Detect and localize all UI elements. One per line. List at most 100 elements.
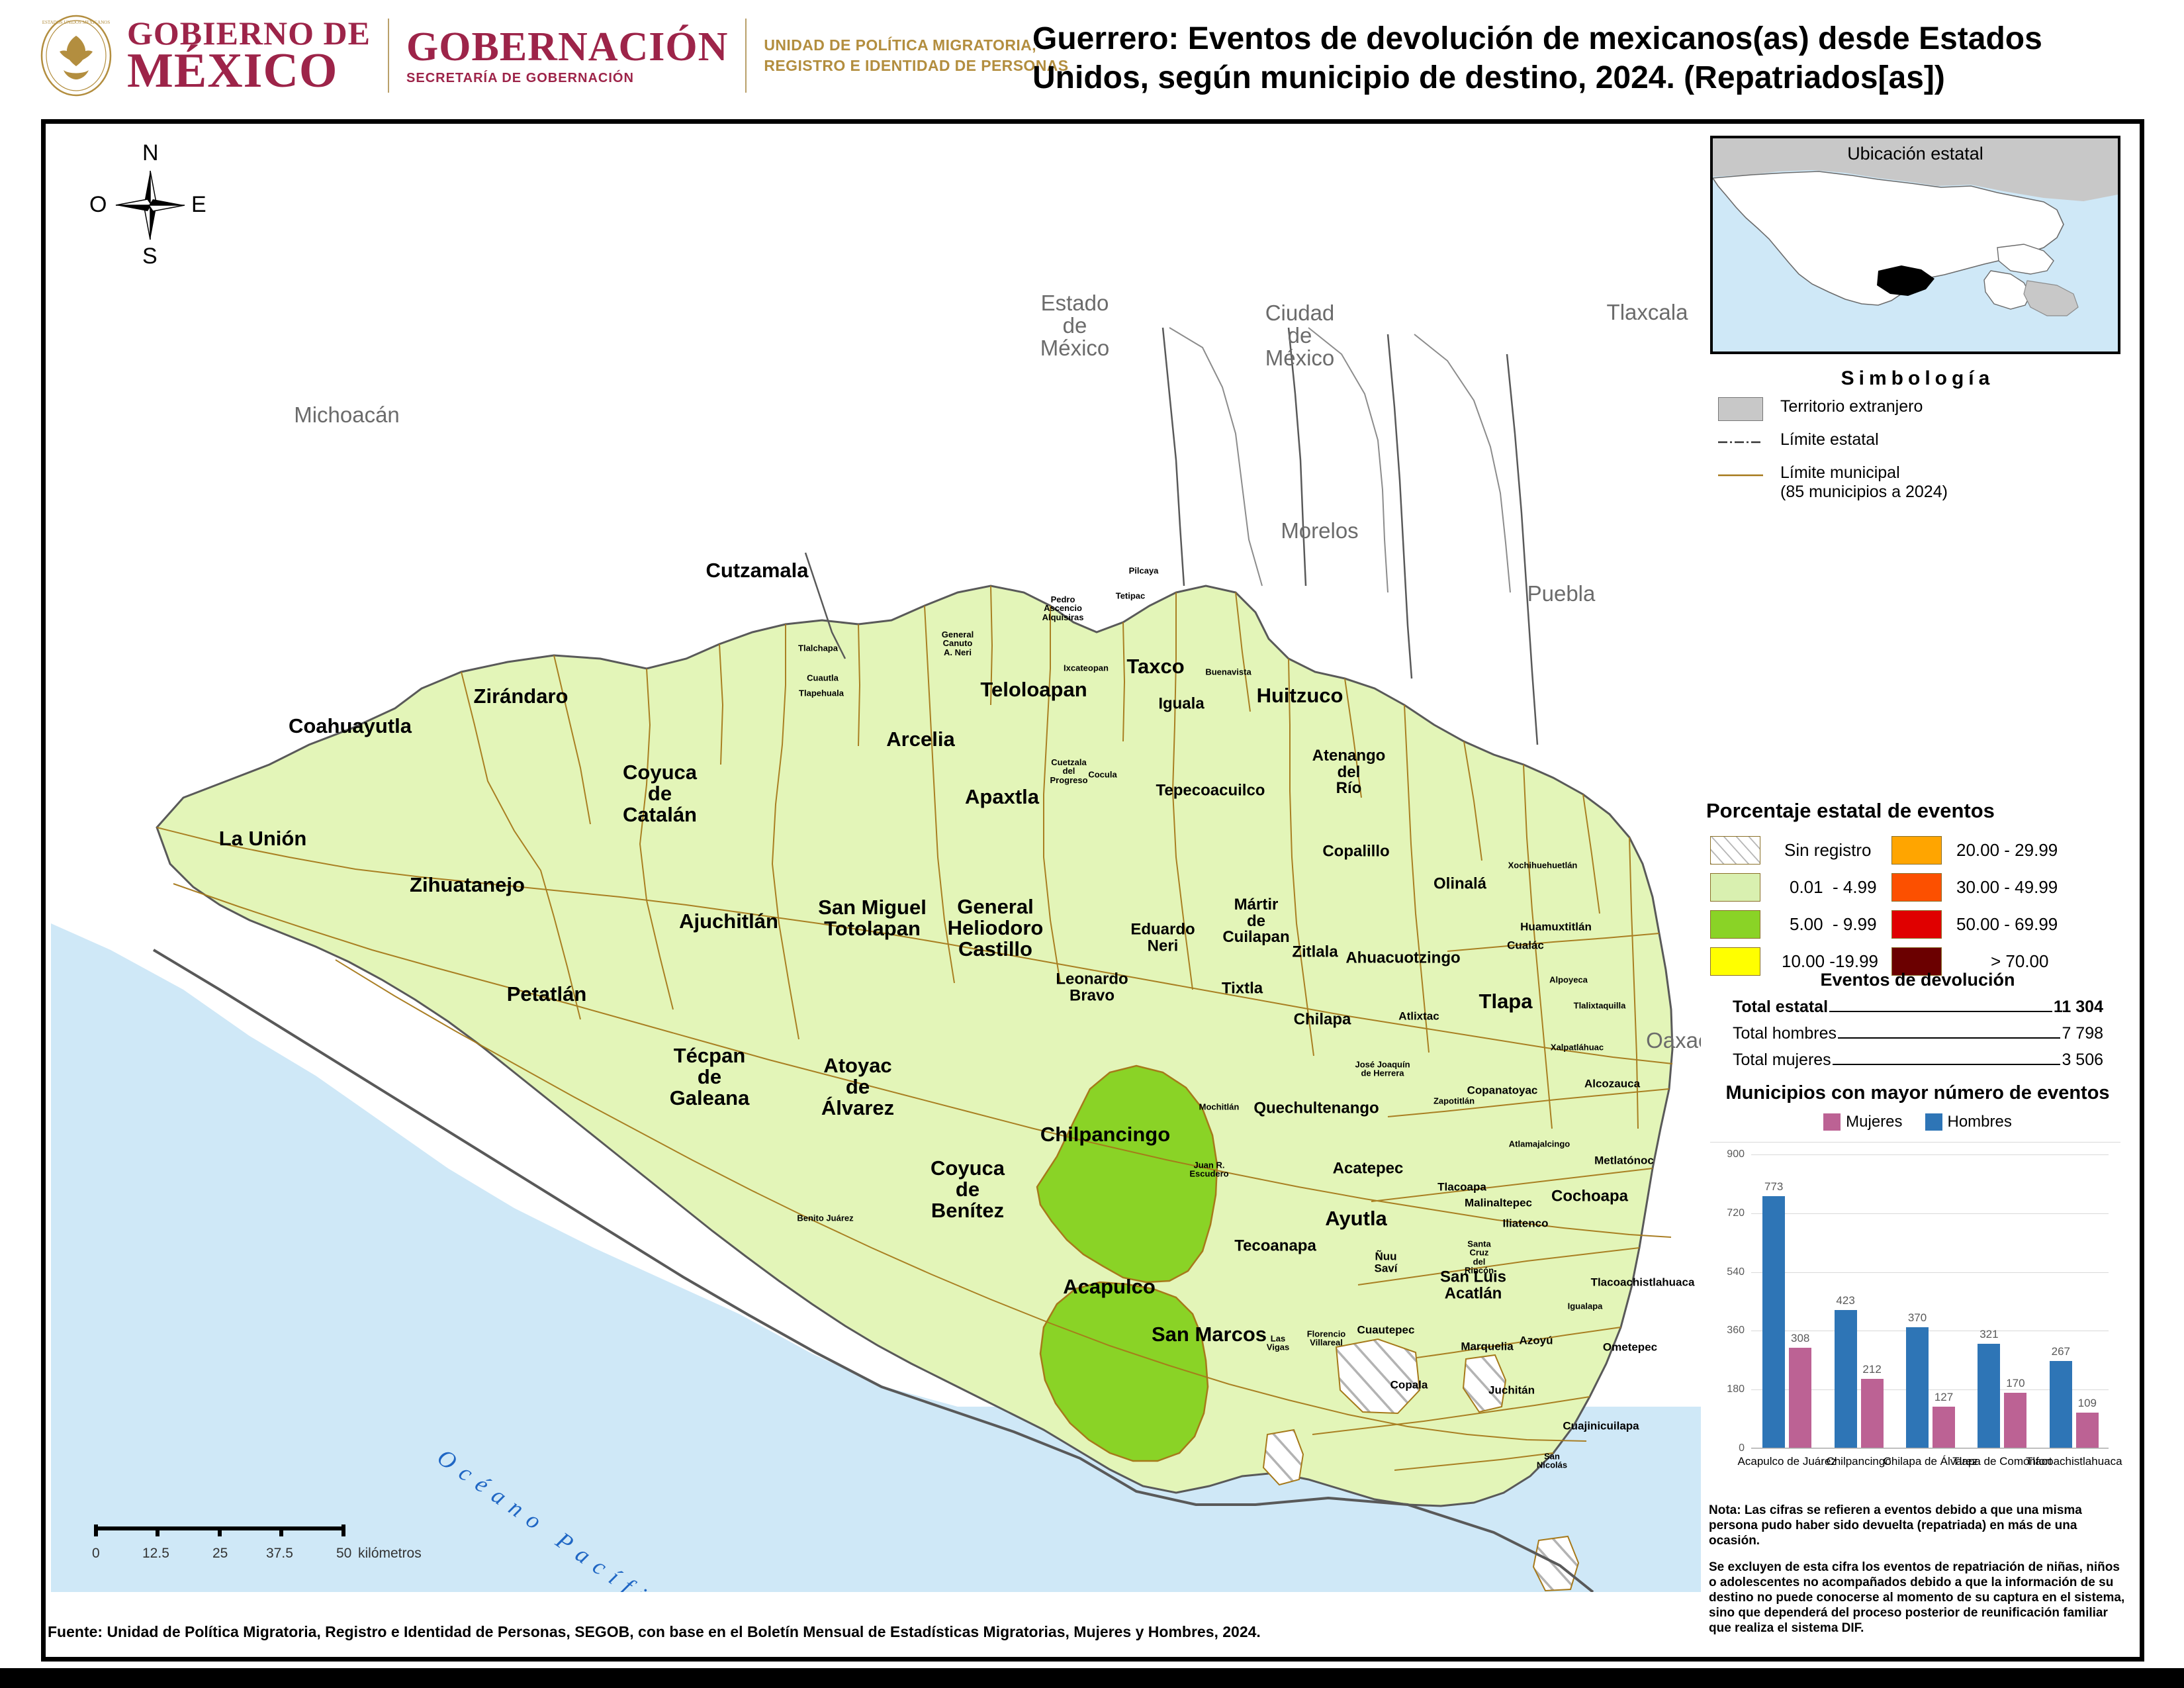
inset-location-map: Ubicación estatal (1710, 136, 2120, 354)
legend-symbol-territorio-extranjero: Territorio extranjero (1718, 397, 1923, 421)
compass-south-label: S (142, 244, 158, 269)
legend-label-50-69-99: 50.00 - 69.99 (1956, 914, 2058, 934)
chart-xtick-3: Tlapa de Comonfort (1952, 1455, 2052, 1468)
total-estatal-row: Total estatal 11 304 (1733, 998, 2103, 1017)
legend-swatch-5-9-99 (1710, 910, 1760, 939)
limite-estatal-swatch (1718, 430, 1763, 454)
scale-tick-25: 25 (212, 1546, 228, 1561)
legend-symbol-limite-estatal: Límite estatal (1718, 430, 1879, 454)
limite-municipal-swatch (1718, 463, 1763, 487)
total-estatal-leader (1829, 1011, 2052, 1012)
note-2: Se excluyen de esta cifra los eventos de… (1709, 1560, 2125, 1636)
territorio-extranjero-swatch (1718, 397, 1763, 421)
legend-class-5-9-99: 5.00 - 9.99 (1710, 910, 1877, 939)
chart-bar-mujeres-4 (2075, 1413, 2099, 1448)
legend-class-0-01-4-99: 0.01 - 4.99 (1710, 873, 1877, 902)
page-header: ESTADOS UNIDOS MEXICANOS GOBIERNO DE MÉX… (0, 0, 2184, 118)
chart-legend: Mujeres Hombres (1701, 1113, 2134, 1131)
note-1: Nota: Las cifras se refieren a eventos d… (1709, 1503, 2082, 1548)
chart-ytick-360: 360 (1727, 1325, 1745, 1336)
chart-title: Municipios con mayor número de eventos (1725, 1082, 2110, 1103)
compass-north-label: N (142, 140, 159, 165)
guerrero-landmass (156, 585, 1674, 1507)
chart-bar-value-mujeres-1: 212 (1862, 1363, 1882, 1376)
gob-line-1: GOBIERNO DE (127, 14, 371, 52)
legend-label-10-19-99: 10.00 -19.99 (1782, 951, 1879, 971)
legend-percent-title: Porcentaje estatal de eventos (1706, 799, 1995, 822)
total-mujeres-value: 3 506 (2062, 1051, 2103, 1069)
legend-simbologia-title: Simbología (1841, 367, 1995, 389)
government-logo-block: ESTADOS UNIDOS MEXICANOS GOBIERNO DE MÉX… (40, 9, 1068, 102)
chart-bar-hombres-2 (1906, 1327, 1929, 1448)
compass-east-label: E (191, 192, 206, 217)
scale-tick-12-5: 12.5 (142, 1546, 169, 1561)
chart-bar-value-mujeres-4: 109 (2077, 1397, 2097, 1410)
chart-bar-value-hombres-3: 321 (1979, 1327, 1999, 1340)
chart-gridline-180 (1751, 1389, 2109, 1391)
legend-swatch-30-49-99 (1891, 873, 1942, 902)
chart-gridline-900 (1751, 1154, 2109, 1155)
source-note: Fuente: Unidad de Política Migratoria, R… (48, 1623, 1261, 1640)
gobierno-de-mexico-wordmark: GOBIERNO DE MÉXICO (127, 14, 371, 98)
logo-divider-2 (745, 18, 747, 93)
municipality-santa-cruz-del-rincon (1462, 1354, 1507, 1413)
compass-west-label: O (89, 192, 107, 217)
limite-estatal-label: Límite estatal (1780, 430, 1879, 449)
chart-ytick-720: 720 (1727, 1207, 1745, 1219)
chart-bar-hombres-4 (2049, 1361, 2072, 1448)
chart-legend-swatch-mujeres (1823, 1113, 1841, 1131)
total-hombres-label: Total hombres (1733, 1024, 1837, 1043)
chart-xtick-1: Chilpancingo (1826, 1455, 1891, 1468)
scale-unit-label: kilómetros (358, 1546, 422, 1561)
legend-label-gt-70: > 70.00 (1991, 951, 2049, 971)
legend-label-sin-registro: Sin registro (1784, 840, 1872, 860)
chart-bar-value-mujeres-2: 127 (1934, 1391, 1954, 1404)
municipality-chilpancingo (1036, 1064, 1218, 1284)
municipality-acapulco (1039, 1281, 1209, 1462)
map-canvas[interactable]: N S E O Océano Pacífico MichoacánEstado … (51, 129, 1707, 1592)
legend-class-50-69-99: 50.00 - 69.99 (1891, 910, 2058, 939)
chart-bar-hombres-0 (1762, 1196, 1786, 1448)
gob-line-2: MÉXICO (127, 43, 338, 98)
chart-gridline-540 (1751, 1272, 2109, 1273)
total-mujeres-leader (1832, 1064, 2061, 1065)
total-hombres-leader (1838, 1037, 2061, 1039)
chart-xtick-0: Acapulco de Juárez (1737, 1455, 1837, 1468)
legend-class-20-29-99: 20.00 - 29.99 (1891, 836, 2058, 865)
gobernacion-title: GOBERNACIÓN (406, 24, 729, 70)
total-estatal-label: Total estatal (1733, 998, 1829, 1016)
chart-bar-value-mujeres-3: 170 (2006, 1377, 2025, 1390)
chart-legend-label-hombres: Hombres (1947, 1113, 2012, 1131)
logo-divider-1 (388, 18, 390, 93)
chart-legend-item-mujeres: Mujeres (1823, 1113, 1903, 1131)
chart-bar-hombres-1 (1834, 1310, 1857, 1448)
legend-swatch-50-69-99 (1891, 910, 1942, 939)
legend-swatch-10-19-99 (1710, 947, 1760, 976)
legend-swatch-0-01-4-99 (1710, 873, 1760, 902)
chart-legend-swatch-hombres (1925, 1113, 1942, 1131)
unidad-line-1: UNIDAD DE POLÍTICA MIGRATORIA, (764, 36, 1036, 54)
municipality-las-vigas (1262, 1429, 1304, 1486)
chart-bar-value-mujeres-0: 308 (1791, 1332, 1810, 1345)
guerrero-municipalities (156, 585, 1674, 1507)
state-boundary-lines (804, 327, 1539, 745)
legend-class-gt-70: > 70.00 (1891, 947, 2048, 976)
chart-legend-item-hombres: Hombres (1925, 1113, 2012, 1131)
legend-class-10-19-99: 10.00 -19.99 (1710, 947, 1878, 976)
chart-bar-value-hombres-2: 370 (1907, 1311, 1927, 1325)
legend-label-30-49-99: 30.00 - 49.99 (1956, 877, 2058, 897)
chart-xtick-4: Tlacoachistlahuaca (2026, 1455, 2122, 1468)
compass-rose: N S E O (89, 140, 210, 269)
legend-swatch-gt-70 (1891, 947, 1942, 976)
legend-class-30-49-99: 30.00 - 49.99 (1891, 873, 2058, 902)
total-hombres-value: 7 798 (2062, 1024, 2103, 1043)
chart-ytick-540: 540 (1727, 1266, 1745, 1278)
chart-bar-value-hombres-4: 267 (2051, 1345, 2070, 1358)
chart-xtick-2: Chilapa de Álvarez (1883, 1455, 1978, 1468)
legend-label-20-29-99: 20.00 - 29.99 (1956, 840, 2058, 860)
map-frame: N S E O Océano Pacífico MichoacánEstado … (41, 119, 2144, 1662)
footer-bar (0, 1668, 2184, 1688)
municipality-nuu-savi (1335, 1338, 1421, 1415)
limite-municipal-label: Límite municipal (85 municipios a 2024) (1780, 463, 1948, 501)
unidad-politica-migratoria-label: UNIDAD DE POLÍTICA MIGRATORIA, REGISTRO … (764, 35, 1068, 76)
